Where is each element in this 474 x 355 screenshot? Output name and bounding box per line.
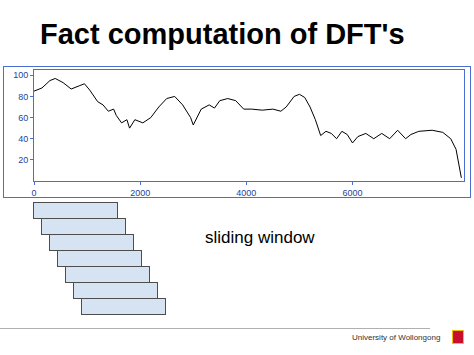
svg-text:80: 80 <box>18 92 28 102</box>
svg-text:60: 60 <box>18 113 28 123</box>
svg-text:2000: 2000 <box>130 188 150 197</box>
html-text:sliding window: sliding window <box>205 228 315 247</box>
svg-text:6000: 6000 <box>343 188 363 197</box>
html-text:University of Wollongong: University of Wollongong <box>352 333 441 342</box>
svg-text:20: 20 <box>18 155 28 165</box>
svg-text:0: 0 <box>31 188 36 197</box>
svg-text:4000: 4000 <box>236 188 256 197</box>
html-text:Fact computation of DFT's: Fact computation of DFT's <box>40 18 405 50</box>
svg-text:100: 100 <box>13 70 28 80</box>
svg-text:40: 40 <box>18 134 28 144</box>
